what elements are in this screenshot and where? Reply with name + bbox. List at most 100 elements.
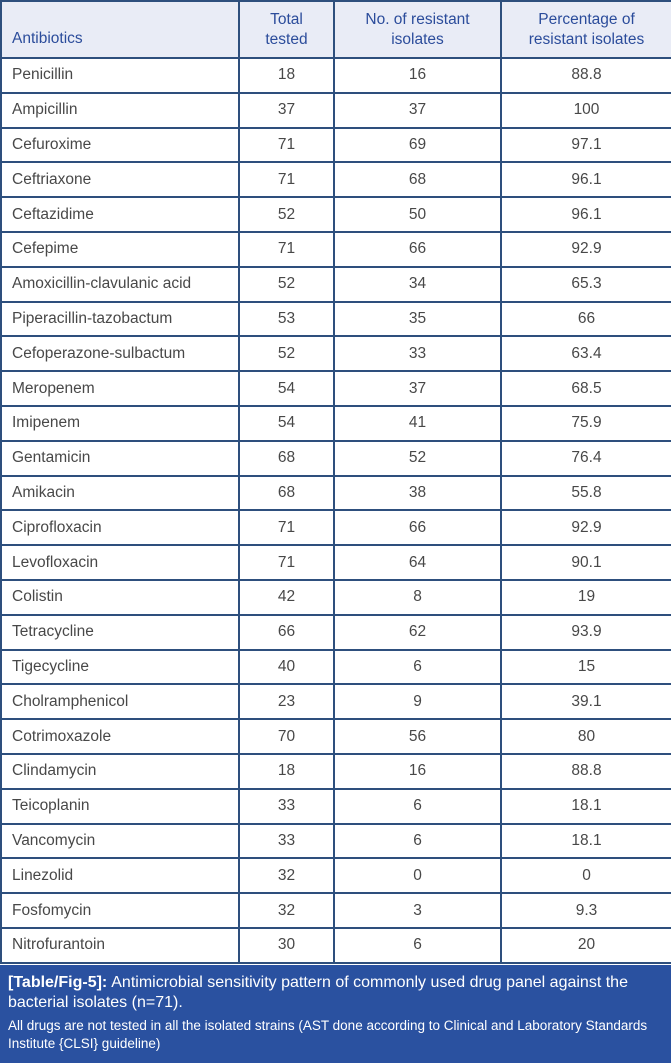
- total-tested-cell: 71: [238, 161, 335, 199]
- table-row: Cefuroxime 71 69 97.1: [0, 126, 671, 164]
- percentage-resistant-cell: 18.1: [500, 787, 671, 825]
- antibiotic-name-cell: Teicoplanin: [0, 787, 240, 825]
- percentage-resistant-cell: 63.4: [500, 335, 671, 373]
- percentage-resistant-cell: 20: [500, 926, 671, 964]
- resistant-isolates-cell: 3: [333, 892, 502, 929]
- percentage-resistant-cell: 100: [500, 91, 671, 129]
- antibiotic-name-cell: Fosfomycin: [0, 892, 240, 929]
- percentage-resistant-cell: 90.1: [500, 544, 671, 581]
- percentage-resistant-cell: 68.5: [500, 370, 671, 407]
- total-tested-cell: 68: [238, 474, 335, 512]
- resistant-isolates-cell: 35: [333, 300, 502, 338]
- table-row: Ceftazidime 52 50 96.1: [0, 196, 671, 233]
- antibiotic-name-cell: Ampicillin: [0, 91, 240, 129]
- total-tested-cell: 52: [238, 265, 335, 303]
- percentage-resistant-cell: 66: [500, 300, 671, 338]
- caption-footnote: All drugs are not tested in all the isol…: [8, 1017, 648, 1051]
- antibiotic-name-cell: Ceftriaxone: [0, 161, 240, 199]
- table-row: Amikacin 68 38 55.8: [0, 474, 671, 512]
- resistant-isolates-cell: 6: [333, 926, 502, 964]
- antibiotics-table: Antibiotics Total tested No. of resistan…: [0, 0, 671, 964]
- percentage-resistant-cell: 96.1: [500, 196, 671, 233]
- table-row: Amoxicillin-clavulanic acid 52 34 65.3: [0, 265, 671, 303]
- table-row: Piperacillin-tazobactum 53 35 66: [0, 300, 671, 338]
- antibiotic-name-cell: Nitrofurantoin: [0, 926, 240, 964]
- table-row: Ceftriaxone 71 68 96.1: [0, 161, 671, 199]
- table-row: Ciprofloxacin 71 66 92.9: [0, 509, 671, 547]
- total-tested-cell: 32: [238, 892, 335, 929]
- table-row: Gentamicin 68 52 76.4: [0, 439, 671, 477]
- antibiotic-name-cell: Cholramphenicol: [0, 683, 240, 721]
- table-body: Penicillin 18 16 88.8 Ampicillin 37 37 1…: [0, 57, 671, 964]
- percentage-resistant-cell: 92.9: [500, 230, 671, 268]
- antibiotic-name-cell: Tigecycline: [0, 648, 240, 686]
- total-tested-cell: 68: [238, 439, 335, 477]
- percentage-resistant-cell: 9.3: [500, 892, 671, 929]
- antibiotic-name-cell: Imipenem: [0, 404, 240, 442]
- total-tested-cell: 37: [238, 91, 335, 129]
- total-tested-cell: 52: [238, 335, 335, 373]
- total-tested-cell: 71: [238, 230, 335, 268]
- resistant-isolates-cell: 16: [333, 752, 502, 790]
- percentage-resistant-cell: 55.8: [500, 474, 671, 512]
- percentage-resistant-cell: 92.9: [500, 509, 671, 547]
- antibiotic-name-cell: Amoxicillin-clavulanic acid: [0, 265, 240, 303]
- total-tested-cell: 66: [238, 613, 335, 651]
- total-tested-cell: 54: [238, 404, 335, 442]
- antibiotic-name-cell: Tetracycline: [0, 613, 240, 651]
- table-row: Linezolid 32 0 0: [0, 857, 671, 895]
- total-tested-cell: 33: [238, 787, 335, 825]
- antibiotic-name-cell: Levofloxacin: [0, 544, 240, 581]
- column-header-resistant-isolates: No. of resistant isolates: [333, 0, 502, 59]
- resistant-isolates-cell: 16: [333, 57, 502, 94]
- table-row: Cotrimoxazole 70 56 80: [0, 718, 671, 755]
- column-header-percentage-resistant: Percentage of resistant isolates: [500, 0, 671, 59]
- column-header-total-tested: Total tested: [238, 0, 335, 59]
- total-tested-cell: 52: [238, 196, 335, 233]
- header-row: Antibiotics Total tested No. of resistan…: [0, 0, 671, 59]
- percentage-resistant-cell: 75.9: [500, 404, 671, 442]
- antibiotic-name-cell: Colistin: [0, 578, 240, 616]
- total-tested-cell: 71: [238, 126, 335, 164]
- total-tested-cell: 53: [238, 300, 335, 338]
- percentage-resistant-cell: 39.1: [500, 683, 671, 721]
- percentage-resistant-cell: 93.9: [500, 613, 671, 651]
- percentage-resistant-cell: 76.4: [500, 439, 671, 477]
- caption-text: [Table/Fig-5]: Antimicrobial sensitivity …: [8, 973, 663, 1014]
- table-row: Levofloxacin 71 64 90.1: [0, 544, 671, 581]
- antibiotic-name-cell: Piperacillin-tazobactum: [0, 300, 240, 338]
- percentage-resistant-cell: 19: [500, 578, 671, 616]
- resistant-isolates-cell: 56: [333, 718, 502, 755]
- resistant-isolates-cell: 34: [333, 265, 502, 303]
- total-tested-cell: 32: [238, 857, 335, 895]
- resistant-isolates-cell: 41: [333, 404, 502, 442]
- resistant-isolates-cell: 6: [333, 787, 502, 825]
- table-row: Colistin 42 8 19: [0, 578, 671, 616]
- total-tested-cell: 71: [238, 544, 335, 581]
- percentage-resistant-cell: 88.8: [500, 57, 671, 94]
- antibiotic-name-cell: Penicillin: [0, 57, 240, 94]
- total-tested-cell: 18: [238, 57, 335, 94]
- resistant-isolates-cell: 9: [333, 683, 502, 721]
- antibiotic-name-cell: Meropenem: [0, 370, 240, 407]
- table-row: Penicillin 18 16 88.8: [0, 57, 671, 94]
- antibiotic-name-cell: Cotrimoxazole: [0, 718, 240, 755]
- total-tested-cell: 71: [238, 509, 335, 547]
- percentage-resistant-cell: 96.1: [500, 161, 671, 199]
- percentage-resistant-cell: 88.8: [500, 752, 671, 790]
- antibiotic-name-cell: Ceftazidime: [0, 196, 240, 233]
- total-tested-cell: 30: [238, 926, 335, 964]
- column-header-antibiotics: Antibiotics: [0, 0, 240, 59]
- percentage-resistant-cell: 15: [500, 648, 671, 686]
- table-row: Tigecycline 40 6 15: [0, 648, 671, 686]
- resistant-isolates-cell: 8: [333, 578, 502, 616]
- table-row: Cholramphenicol 23 9 39.1: [0, 683, 671, 721]
- resistant-isolates-cell: 50: [333, 196, 502, 233]
- antibiotic-name-cell: Vancomycin: [0, 822, 240, 860]
- table-row: Cefoperazone-sulbactum 52 33 63.4: [0, 335, 671, 373]
- resistant-isolates-cell: 68: [333, 161, 502, 199]
- antibiotic-name-cell: Gentamicin: [0, 439, 240, 477]
- resistant-isolates-cell: 64: [333, 544, 502, 581]
- total-tested-cell: 18: [238, 752, 335, 790]
- table-row: Vancomycin 33 6 18.1: [0, 822, 671, 860]
